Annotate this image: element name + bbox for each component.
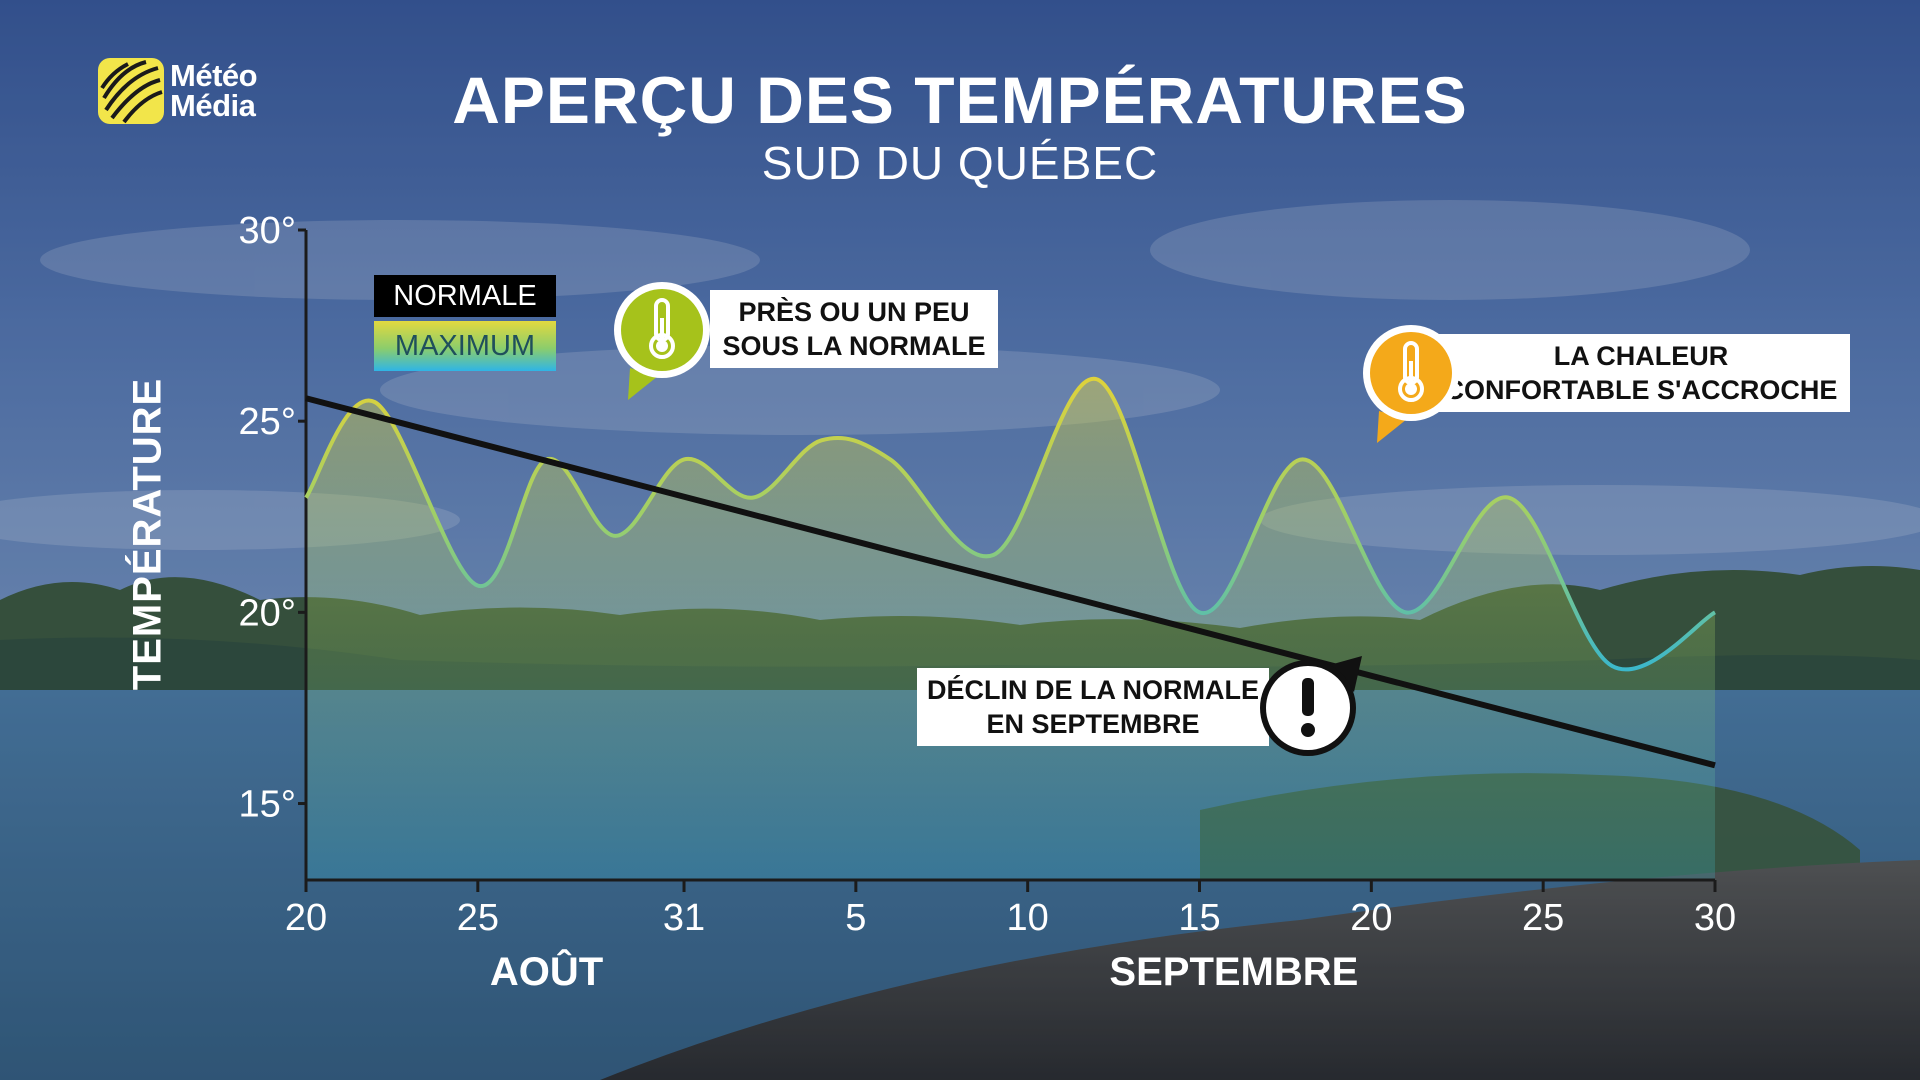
callout-near-normal: PRÈS OU UN PEU SOUS LA NORMALE <box>710 290 998 368</box>
callout-near-normal-line-2: SOUS LA NORMALE <box>722 331 986 361</box>
callout-warm-line-1: LA CHALEUR <box>1553 341 1729 371</box>
normal-series-line <box>305 395 1716 769</box>
x-tick-label: 10 <box>1007 897 1049 939</box>
page-title: APERÇU DES TEMPÉRATURES <box>452 63 1468 137</box>
y-tick-label: 20° <box>239 592 296 634</box>
month-label-septembre: SEPTEMBRE <box>1109 950 1359 994</box>
maximum-area-fill <box>306 378 1715 880</box>
y-tick-label: 15° <box>239 784 296 826</box>
x-tick-label: 5 <box>845 897 866 939</box>
legend-maximum: MAXIMUM <box>374 321 556 371</box>
legend-normal: NORMALE <box>374 275 556 317</box>
y-tick-label: 30° <box>239 210 296 252</box>
globe-icon <box>98 58 164 124</box>
exclamation-icon <box>1260 656 1362 756</box>
logo-line-2: Média <box>170 88 256 123</box>
logo-line-1: Météo <box>170 58 258 93</box>
thermometer-icon <box>1363 325 1459 443</box>
callout-warm: LA CHALEUR CONFORTABLE S'ACCROCHE <box>1432 334 1850 412</box>
page-subtitle: SUD DU QUÉBEC <box>761 137 1159 189</box>
month-label-aout: AOÛT <box>489 950 604 994</box>
meteo-media-logo: Météo Média <box>98 58 258 124</box>
callout-warm-line-2: CONFORTABLE S'ACCROCHE <box>1444 375 1838 405</box>
x-tick-label: 25 <box>1522 897 1564 939</box>
x-tick-label: 30 <box>1694 897 1736 939</box>
x-tick-label: 15 <box>1178 897 1220 939</box>
callout-near-normal-line-1: PRÈS OU UN PEU <box>738 297 970 327</box>
callout-decline-line-2: EN SEPTEMBRE <box>986 709 1200 739</box>
callout-decline: DÉCLIN DE LA NORMALE EN SEPTEMBRE <box>917 668 1269 746</box>
thermometer-icon <box>614 282 710 400</box>
x-tick-label: 31 <box>663 897 705 939</box>
y-tick-label: 25° <box>239 401 296 443</box>
maximum-series-line <box>304 377 1717 672</box>
callout-decline-line-1: DÉCLIN DE LA NORMALE <box>927 675 1259 705</box>
x-tick-label: 25 <box>457 897 499 939</box>
x-tick-label: 20 <box>1350 897 1392 939</box>
x-tick-label: 20 <box>285 897 327 939</box>
